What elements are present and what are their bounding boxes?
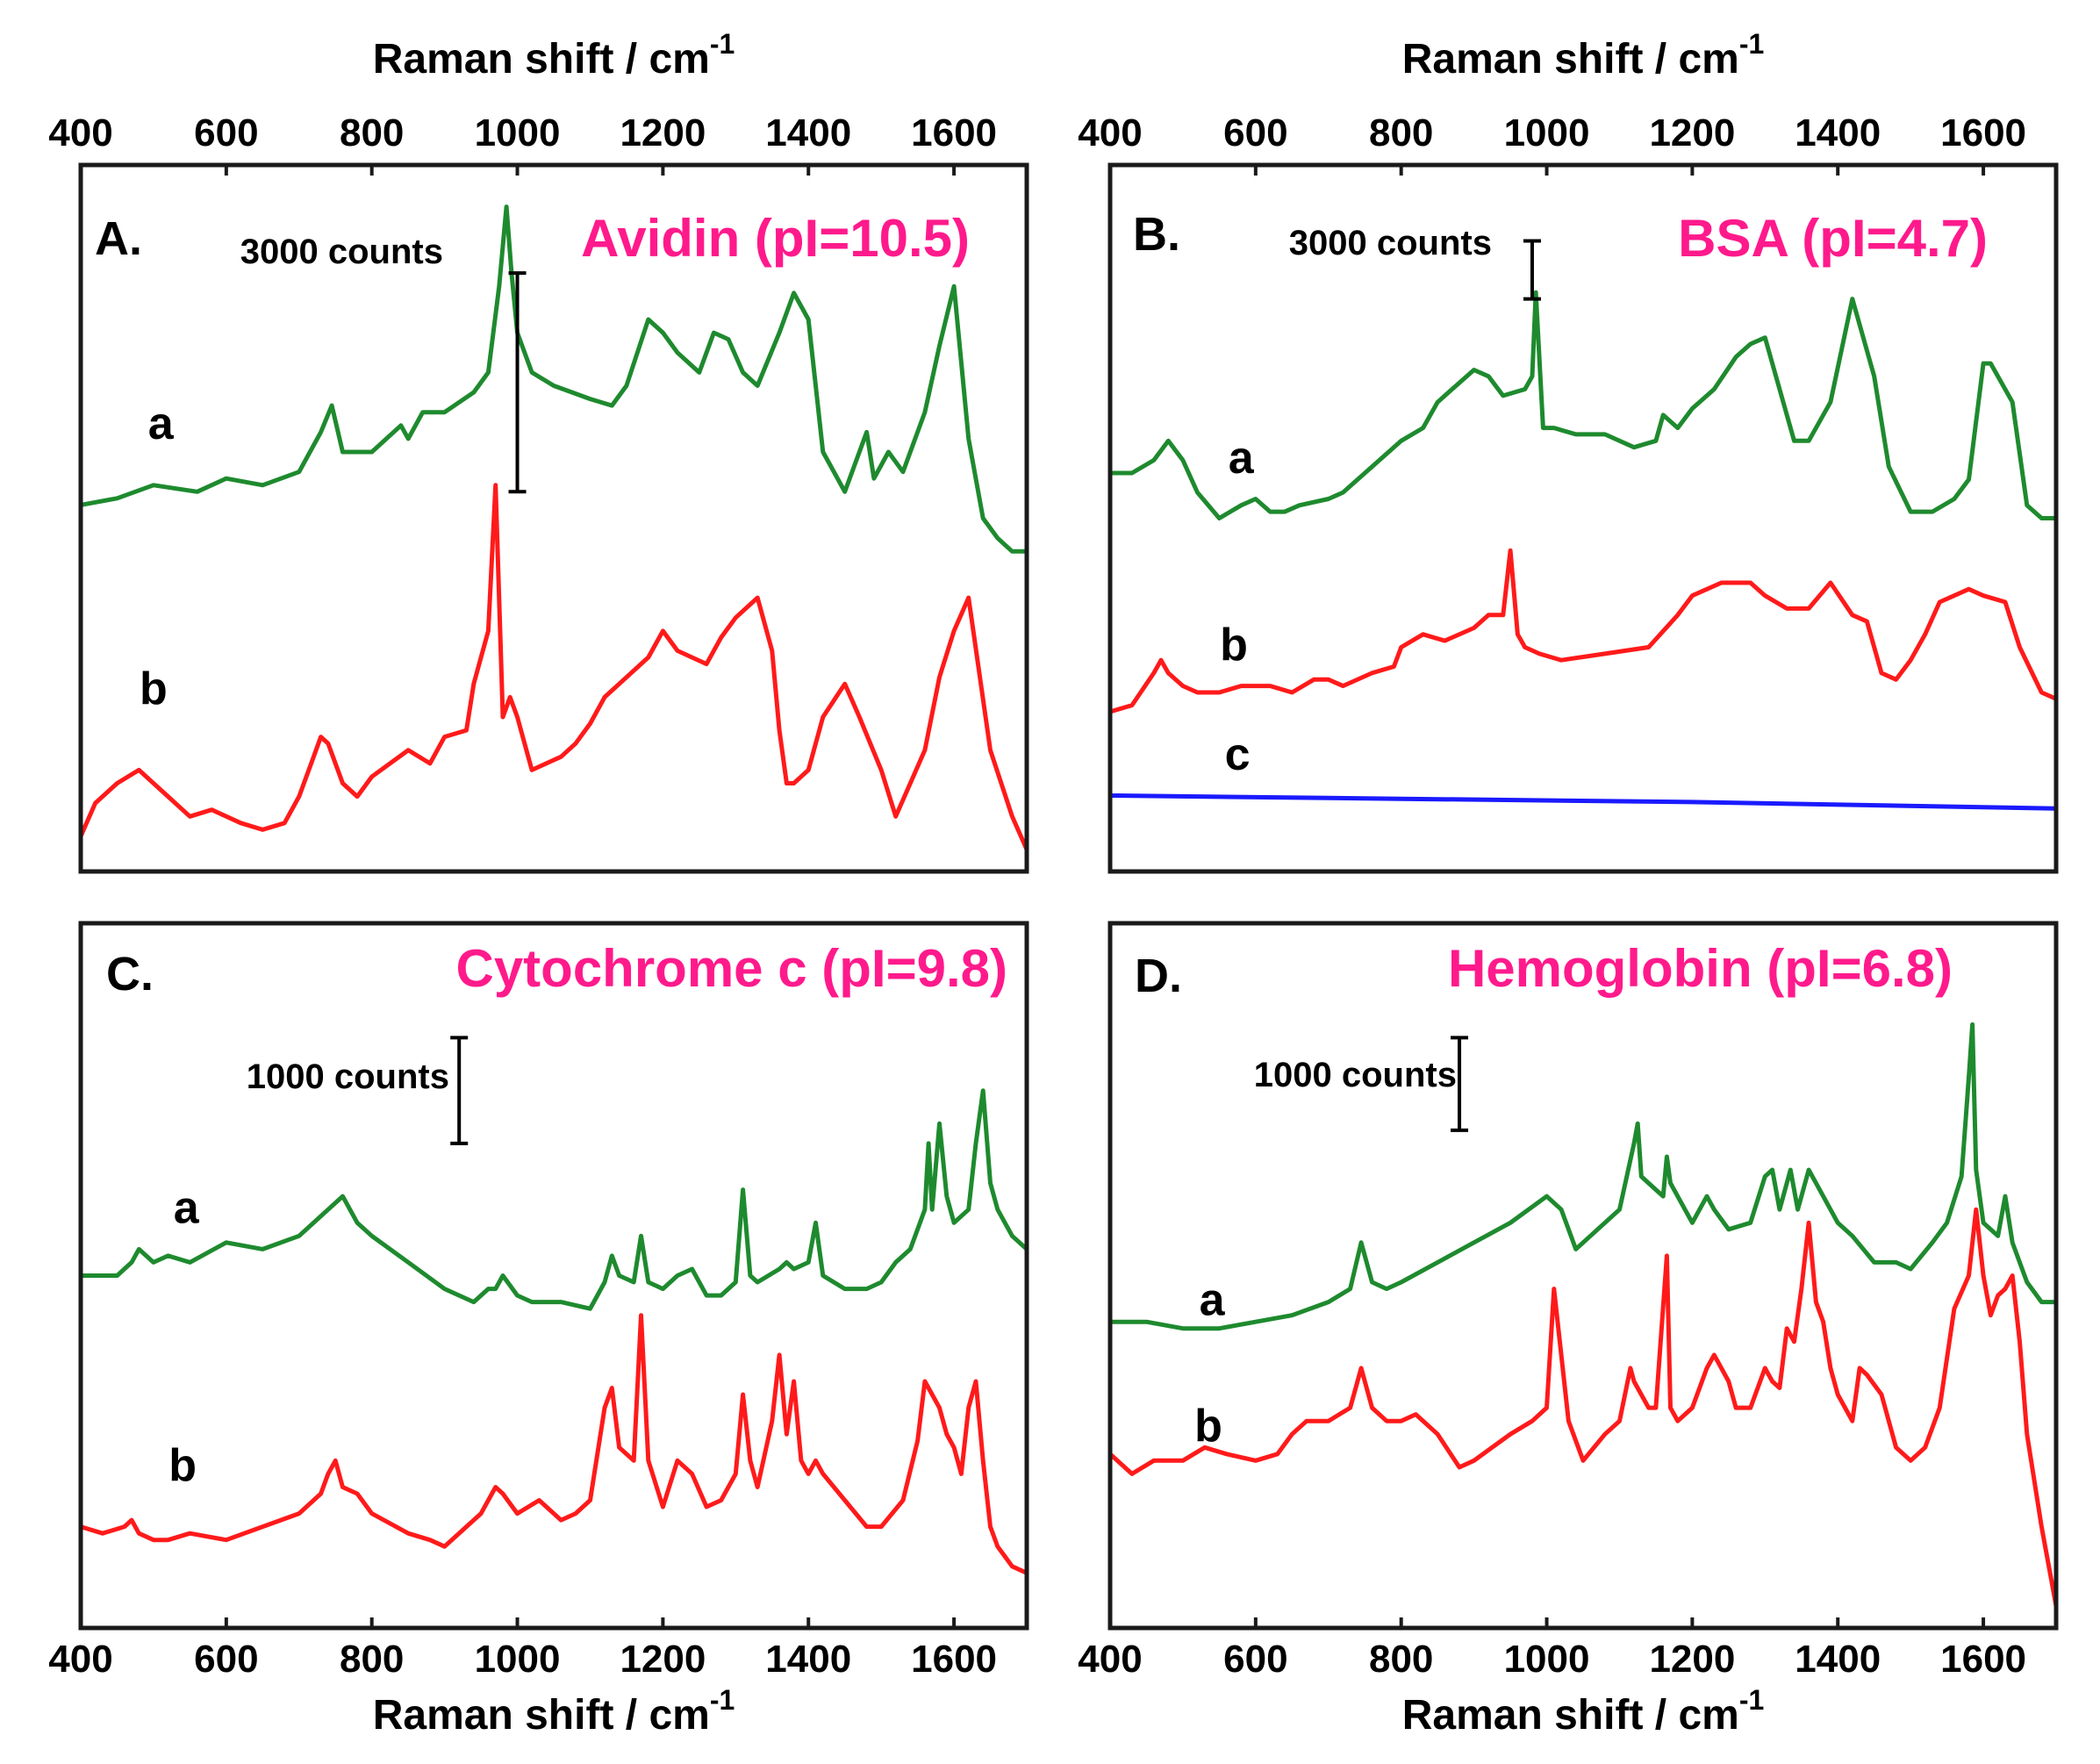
x-tick-label: 1400 <box>765 111 851 154</box>
panel-letter: C. <box>106 948 154 1000</box>
trace-label-c: c <box>1225 729 1251 780</box>
trace-a <box>78 1088 1029 1311</box>
trace-label-b: b <box>140 663 168 714</box>
x-tick-label: 1600 <box>911 111 997 154</box>
x-tick-label: 800 <box>1369 1638 1433 1681</box>
x-tick-label: 1000 <box>1504 111 1590 154</box>
x-tick-label: 1600 <box>1940 1638 2026 1681</box>
x-axis-title-superscript: -1 <box>710 28 735 60</box>
plot-frame <box>78 162 1029 874</box>
plot-frame <box>78 921 1029 1631</box>
trace-label-b: b <box>1194 1401 1222 1452</box>
panel-letter: B. <box>1133 208 1180 261</box>
x-tick-label: 1000 <box>475 111 561 154</box>
x-tick-label: 800 <box>340 111 404 154</box>
x-axis-title-text: Raman shift / cm <box>373 36 710 82</box>
protein-title: Avidin (pI=10.5) <box>581 209 970 268</box>
x-axis-title-text: Raman shift / cm <box>1402 36 1739 82</box>
x-axis-title-text: Raman shift / cm <box>1402 1692 1739 1739</box>
x-axis-title: Raman shift / cm-1 <box>373 28 735 82</box>
x-tick-label: 1000 <box>475 1638 561 1681</box>
scale-bar: 3000 counts <box>240 233 527 494</box>
x-tick-label: 800 <box>1369 111 1433 154</box>
x-tick-label: 600 <box>1223 1638 1287 1681</box>
panel-letter: A. <box>95 212 142 265</box>
x-axis-title: Raman shift / cm-1 <box>373 1684 735 1739</box>
scale-bar: 1000 counts <box>247 1036 469 1145</box>
trace-label-b: b <box>168 1440 197 1491</box>
scale-bar: 3000 counts <box>1289 224 1541 301</box>
protein-title: Hemoglobin (pI=6.8) <box>1448 939 1953 998</box>
x-tick-label: 1600 <box>911 1638 997 1681</box>
trace-b <box>1107 548 2059 714</box>
x-tick-label: 1200 <box>620 1638 706 1681</box>
scale-bar-label: 1000 counts <box>1254 1056 1457 1094</box>
x-tick-label: 400 <box>48 1638 112 1681</box>
panel-letter: D. <box>1135 950 1182 1002</box>
panel-b: a b c 400 600 800 1000 1200 1400 1600 Raman shift … <box>1078 28 2059 874</box>
panel-a: a b 400 600 800 1000 1200 1400 1600 Raman shift /… <box>48 28 1029 874</box>
x-tick-label: 1200 <box>1649 1638 1735 1681</box>
trace-label-a: a <box>148 398 175 449</box>
x-tick-label: 600 <box>194 111 258 154</box>
x-tick-label: 1000 <box>1504 1638 1590 1681</box>
trace-b <box>78 483 1029 852</box>
x-tick-label: 400 <box>48 111 112 154</box>
x-axis-title-text: Raman shift / cm <box>373 1692 710 1739</box>
trace-c <box>1107 793 2059 811</box>
plot-frame <box>1107 162 2059 874</box>
trace-a <box>78 204 1029 554</box>
panel-d: a b 400 600 800 1000 1200 1400 1600 Raman shift /… <box>1078 921 2059 1739</box>
scale-bar-label: 3000 counts <box>1289 224 1492 262</box>
x-tick-label: 1200 <box>620 111 706 154</box>
trace-label-b: b <box>1220 620 1248 670</box>
x-tick-label: 1400 <box>1795 111 1881 154</box>
panel-c: a b 400 600 800 1000 1200 1400 1600 Raman shift /… <box>48 921 1029 1739</box>
trace-label-a: a <box>1200 1275 1226 1326</box>
x-tick-label: 1200 <box>1649 111 1735 154</box>
scale-bar: 1000 counts <box>1254 1036 1469 1132</box>
x-tick-label: 1400 <box>765 1638 851 1681</box>
protein-title: Cytochrome c (pI=9.8) <box>455 939 1007 998</box>
trace-label-a: a <box>174 1182 200 1233</box>
trace-label-a: a <box>1229 433 1255 484</box>
protein-title: BSA (pI=4.7) <box>1678 209 1988 268</box>
x-axis-title: Raman shift / cm-1 <box>1402 28 1765 82</box>
scale-bar-label: 3000 counts <box>240 233 443 271</box>
x-axis-title-superscript: -1 <box>710 1684 735 1716</box>
x-axis-title-superscript: -1 <box>1739 1684 1764 1716</box>
x-tick-label: 800 <box>340 1638 404 1681</box>
trace-b <box>1107 1207 2059 1609</box>
x-axis-title: Raman shift / cm-1 <box>1402 1684 1765 1739</box>
scale-bar-label: 1000 counts <box>247 1058 449 1096</box>
trace-a <box>1107 1022 2059 1331</box>
trace-a <box>1107 290 2059 520</box>
x-axis-title-superscript: -1 <box>1739 28 1764 60</box>
x-tick-label: 600 <box>1223 111 1287 154</box>
x-tick-label: 1600 <box>1940 111 2026 154</box>
x-tick-label: 400 <box>1078 111 1142 154</box>
x-tick-label: 1400 <box>1795 1638 1881 1681</box>
x-tick-label: 600 <box>194 1638 258 1681</box>
x-tick-label: 400 <box>1078 1638 1142 1681</box>
plot-frame <box>1107 921 2059 1631</box>
trace-b <box>78 1313 1029 1575</box>
